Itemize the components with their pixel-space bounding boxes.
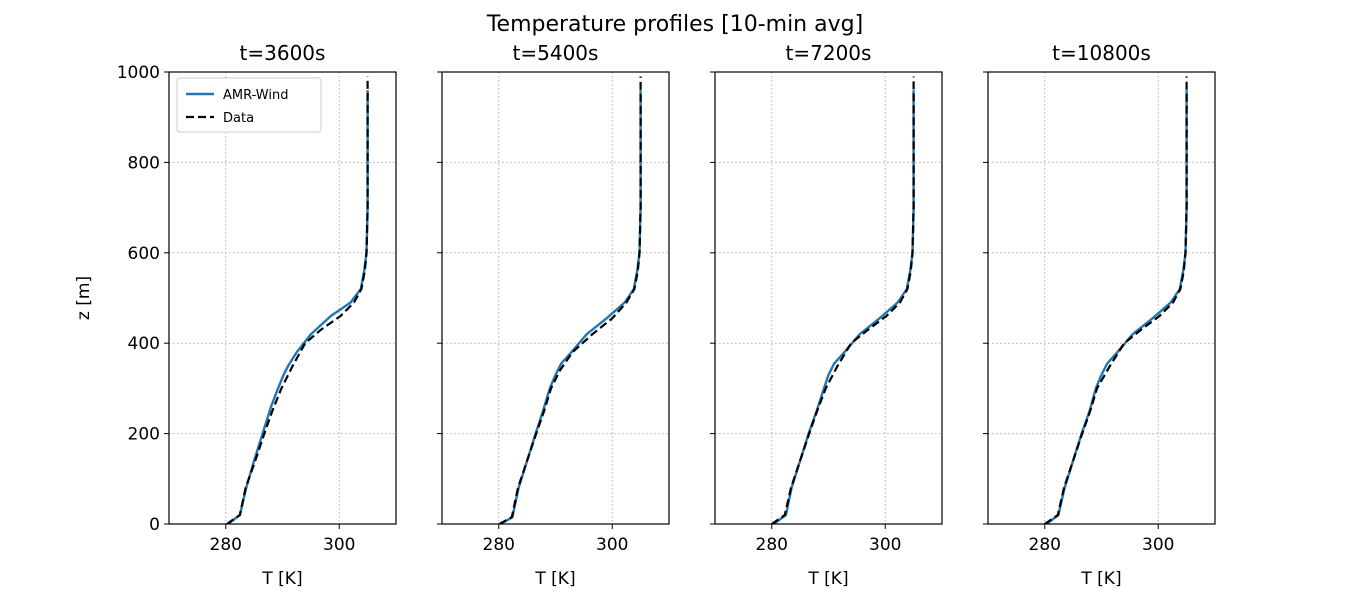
- x-tick-label: 300: [869, 535, 901, 555]
- series-line-data: [771, 76, 915, 524]
- axes-frame: [441, 71, 670, 525]
- y-tick-label: 400: [128, 334, 160, 354]
- legend-label: Data: [223, 111, 254, 126]
- legend-box: [176, 77, 322, 133]
- x-tick-label: 280: [756, 535, 788, 555]
- x-axis-label: T [K]: [1080, 569, 1121, 589]
- series-line-amr-wind: [1045, 90, 1188, 524]
- y-tick-label: 0: [149, 515, 160, 535]
- panel-title: t=3600s: [240, 41, 326, 65]
- series-line-amr-wind: [227, 90, 369, 524]
- axes-frame: [987, 71, 1216, 525]
- y-tick-label: 800: [128, 153, 160, 173]
- legend-label: AMR-Wind: [223, 88, 288, 103]
- panels: 280 300 0 200 400 600 800 1000 t=3600s T [K] z [m]…: [74, 41, 1216, 589]
- figure-suptitle: Temperature profiles [10-min avg]: [486, 12, 863, 37]
- panel-title: t=7200s: [786, 41, 872, 65]
- panel-3: 280 300 t=7200s T [K]: [710, 41, 943, 589]
- y-axis-label: z [m]: [74, 276, 94, 320]
- panel-title: t=10800s: [1052, 41, 1151, 65]
- panel-1: 280 300 0 200 400 600 800 1000 t=3600s T [K] z [m]…: [74, 41, 397, 589]
- x-tick-label: 280: [1029, 535, 1061, 555]
- y-tick-label: 1000: [117, 63, 160, 83]
- x-tick-label: 280: [210, 535, 242, 555]
- series-line-data: [498, 76, 642, 524]
- series-line-amr-wind: [499, 90, 642, 524]
- axes-frame: [714, 71, 943, 525]
- axes-frame: [168, 71, 397, 525]
- panel-4: 280 300 t=10800s T [K]: [983, 41, 1216, 589]
- x-axis-label: T [K]: [807, 569, 848, 589]
- y-tick-label: 600: [128, 244, 160, 264]
- x-tick-label: 300: [323, 535, 355, 555]
- legend: AMR-Wind Data: [176, 77, 322, 133]
- x-tick-label: 300: [596, 535, 628, 555]
- y-tick-label: 200: [128, 425, 160, 445]
- panel-title: t=5400s: [513, 41, 599, 65]
- x-axis-label: T [K]: [261, 569, 302, 589]
- series-line-data: [1044, 76, 1188, 524]
- x-axis-label: T [K]: [534, 569, 575, 589]
- x-tick-label: 280: [483, 535, 515, 555]
- panel-2: 280 300 t=5400s T [K]: [437, 41, 670, 589]
- series-line-amr-wind: [772, 90, 915, 524]
- x-tick-label: 300: [1142, 535, 1174, 555]
- series-line-data: [226, 76, 369, 524]
